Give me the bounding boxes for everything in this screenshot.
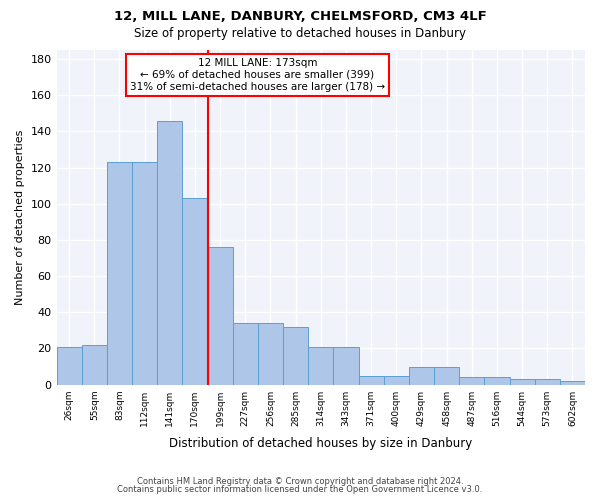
Text: Contains HM Land Registry data © Crown copyright and database right 2024.: Contains HM Land Registry data © Crown c… (137, 477, 463, 486)
Bar (359, 376, 383, 384)
Text: Size of property relative to detached houses in Danbury: Size of property relative to detached ho… (134, 28, 466, 40)
Bar (157, 120, 182, 384)
Bar (409, 366, 434, 384)
Bar (208, 247, 233, 384)
Bar (334, 346, 359, 385)
Y-axis label: Number of detached properties: Number of detached properties (15, 130, 25, 305)
Bar (182, 198, 208, 384)
Bar (233, 323, 258, 384)
Text: 12 MILL LANE: 173sqm
← 69% of detached houses are smaller (399)
31% of semi-deta: 12 MILL LANE: 173sqm ← 69% of detached h… (130, 58, 385, 92)
Bar (308, 346, 334, 385)
Text: 12, MILL LANE, DANBURY, CHELMSFORD, CM3 4LF: 12, MILL LANE, DANBURY, CHELMSFORD, CM3 … (113, 10, 487, 23)
Bar (283, 327, 308, 384)
Bar (258, 323, 283, 384)
Bar (107, 162, 132, 384)
Bar (560, 381, 585, 384)
Bar (459, 378, 484, 384)
Bar (82, 345, 107, 385)
Bar (434, 366, 459, 384)
Bar (383, 376, 409, 384)
Bar (132, 162, 157, 384)
Bar (56, 346, 82, 385)
Bar (509, 379, 535, 384)
Bar (484, 378, 509, 384)
X-axis label: Distribution of detached houses by size in Danbury: Distribution of detached houses by size … (169, 437, 472, 450)
Text: Contains public sector information licensed under the Open Government Licence v3: Contains public sector information licen… (118, 485, 482, 494)
Bar (535, 379, 560, 384)
